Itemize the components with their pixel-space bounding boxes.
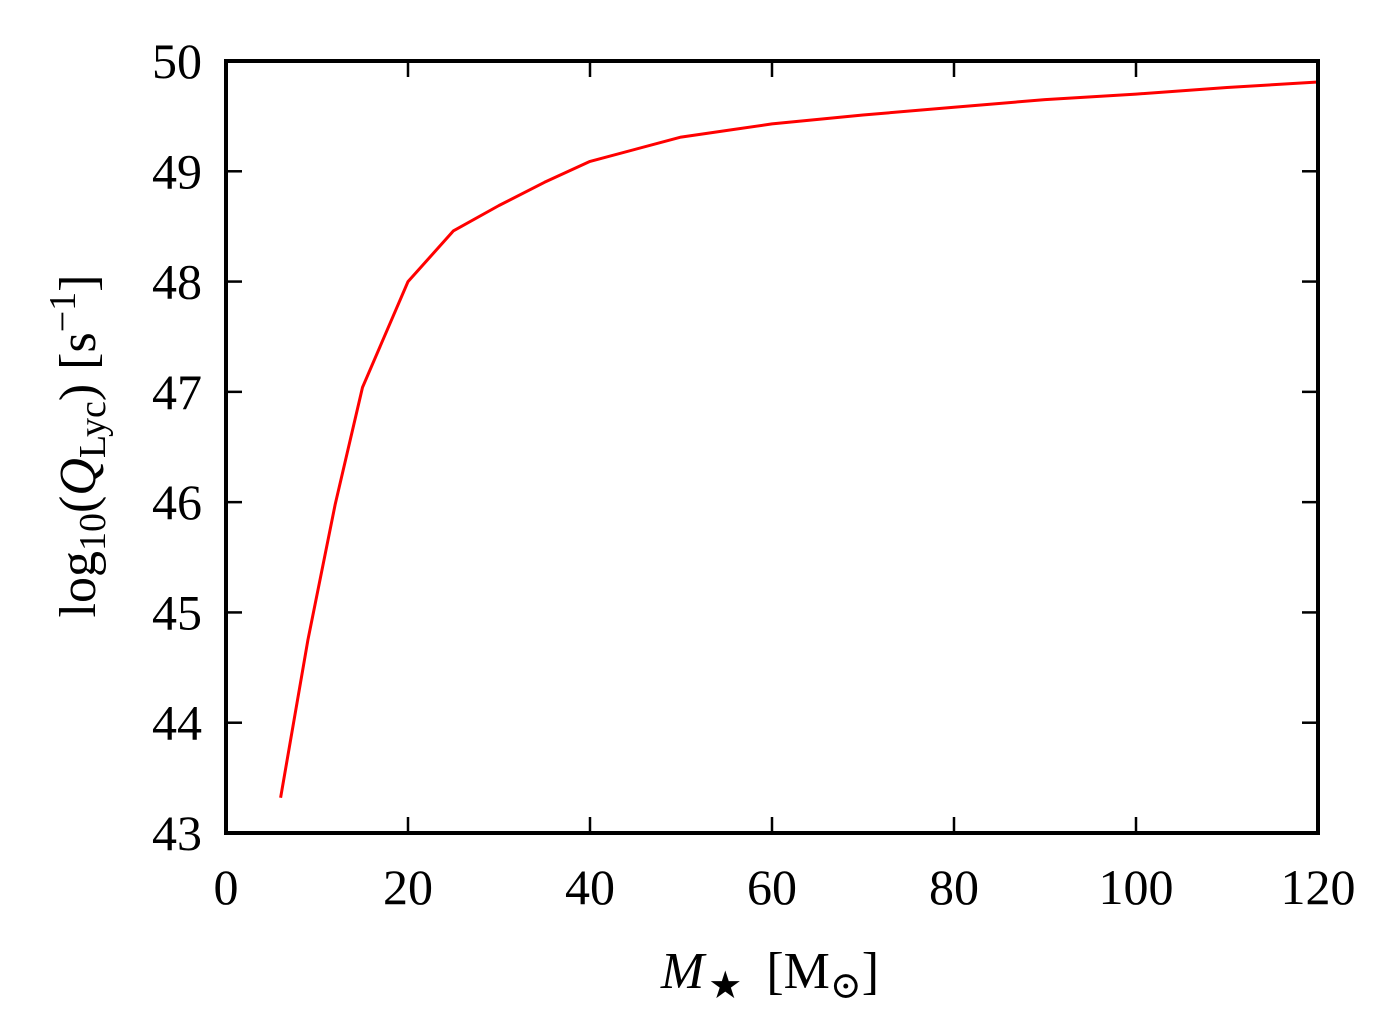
x-axis-label-subscript: ★ <box>708 965 742 1007</box>
x-tick-label: 80 <box>929 859 979 915</box>
y-axis-label-symbol-subscript: Lyc <box>72 401 114 458</box>
series-layer <box>279 80 1319 798</box>
plot-frame <box>224 59 1320 835</box>
tick-labels-layer: 0 20 40 60 80 100 120 43 44 45 46 47 48 49 50 <box>152 33 1356 915</box>
y-axis-label-unit-exponent: −1 <box>42 292 84 332</box>
x-tick-label: 100 <box>1099 859 1174 915</box>
y-axis-label-close: ) <box>50 384 107 401</box>
y-tick-label: 50 <box>152 33 202 89</box>
y-tick-label: 47 <box>152 364 202 420</box>
y-tick-label: 49 <box>152 143 202 199</box>
x-tick-label: 0 <box>214 859 239 915</box>
y-tick-label: 48 <box>152 254 202 310</box>
y-tick-label: 46 <box>152 474 202 530</box>
y-axis-label-open: ( <box>50 496 107 513</box>
x-tick-label: 20 <box>383 859 433 915</box>
y-axis-label-unit-close: ] <box>50 275 107 292</box>
x-tick-label: 40 <box>565 859 615 915</box>
y-axis-label-unit-open: [s <box>50 332 107 370</box>
y-tick-label: 44 <box>152 695 202 751</box>
plot-area <box>224 59 1320 835</box>
y-axis-label-prefix: log <box>50 551 107 617</box>
y-axis-label-symbol: Q <box>50 458 107 496</box>
x-axis-label-symbol: M <box>660 943 707 1000</box>
y-tick-label: 43 <box>152 805 202 861</box>
y-axis-label: log10(QLyc) [s−1] <box>42 275 114 618</box>
y-tick-label: 45 <box>152 584 202 640</box>
x-axis-label-unit-open: [M <box>766 943 830 1000</box>
x-tick-label: 60 <box>747 859 797 915</box>
x-axis-label-unit-subscript: ⊙ <box>830 965 862 1007</box>
x-tick-label: 120 <box>1281 859 1356 915</box>
y-axis-label-base: 10 <box>72 513 114 551</box>
x-axis-label-unit-close: ] <box>862 943 879 1000</box>
series-line-0 <box>279 80 1319 798</box>
x-axis-label: M ★ [M⊙] <box>660 943 879 1007</box>
